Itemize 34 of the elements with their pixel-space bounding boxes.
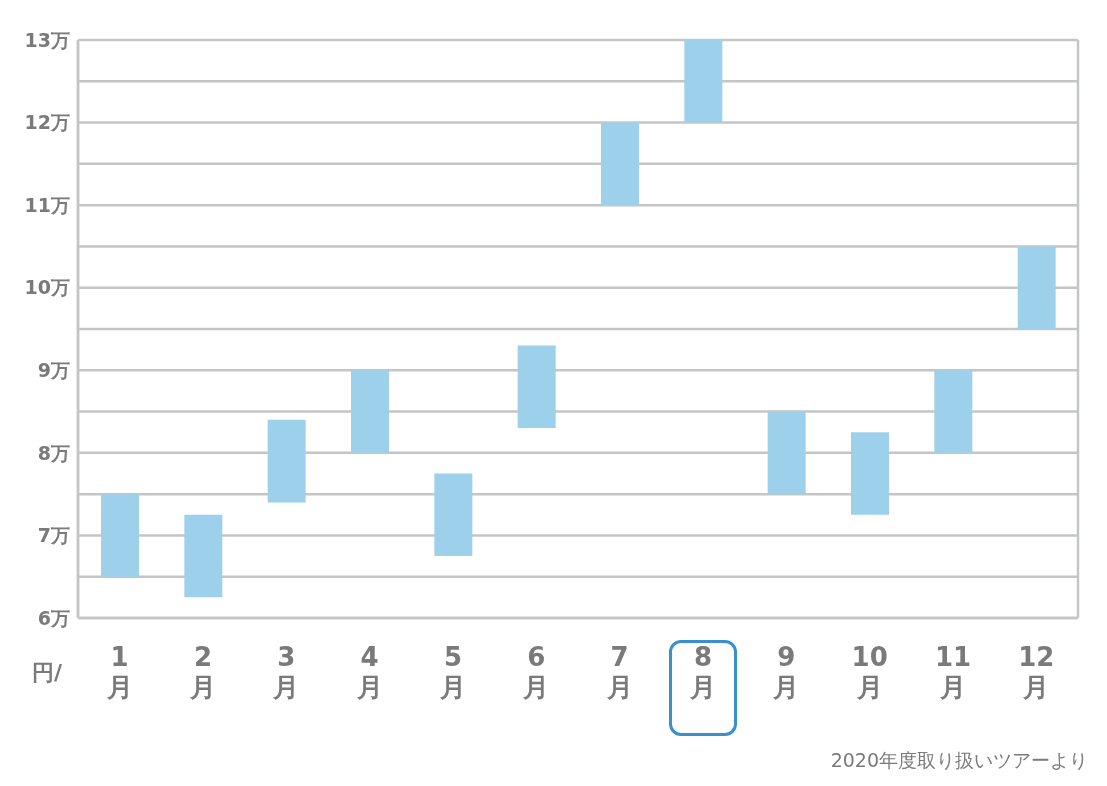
x-tick-label: 12 月: [1018, 642, 1055, 702]
x-tick-label: 8 月: [689, 642, 716, 702]
bar: [434, 473, 473, 557]
x-tick-label: 11 月: [934, 642, 972, 702]
bar: [684, 40, 723, 123]
y-tick-label: 10万: [24, 276, 70, 299]
bar: [267, 419, 306, 503]
x-tick-label: 7 月: [605, 642, 633, 702]
y-tick-label: 13万: [24, 28, 70, 51]
text: 2020年度取り扱いツアーより: [830, 748, 1088, 773]
bar: [851, 432, 889, 515]
x-tick-label: 4 月: [355, 642, 383, 702]
y-tick-label: 8万: [37, 441, 70, 464]
x-tick-label: 10 月: [851, 642, 888, 702]
x-tick-label: 6 月: [522, 642, 550, 702]
bar: [601, 122, 639, 206]
bar: [767, 411, 806, 495]
bar: [351, 370, 389, 453]
x-tick-label: 3 月: [272, 642, 300, 702]
bar: [934, 370, 973, 453]
x-tick-label: 2 月: [189, 642, 216, 702]
y-tick-label: 6万: [37, 606, 70, 629]
bar: [517, 345, 556, 429]
y-axis-title: 円/: [32, 659, 63, 687]
x-tick-label: 5 月: [439, 642, 466, 702]
bar: [101, 494, 139, 577]
y-tick-label: 7万: [37, 524, 70, 547]
y-tick-label: 12万: [24, 111, 70, 134]
y-tick-label: 11万: [24, 193, 70, 216]
bar: [184, 514, 223, 598]
x-tick-label: 1 月: [105, 642, 133, 702]
x-tick-label: 9 月: [772, 642, 800, 702]
bar: [1017, 246, 1056, 329]
y-tick-label: 9万: [37, 359, 70, 382]
